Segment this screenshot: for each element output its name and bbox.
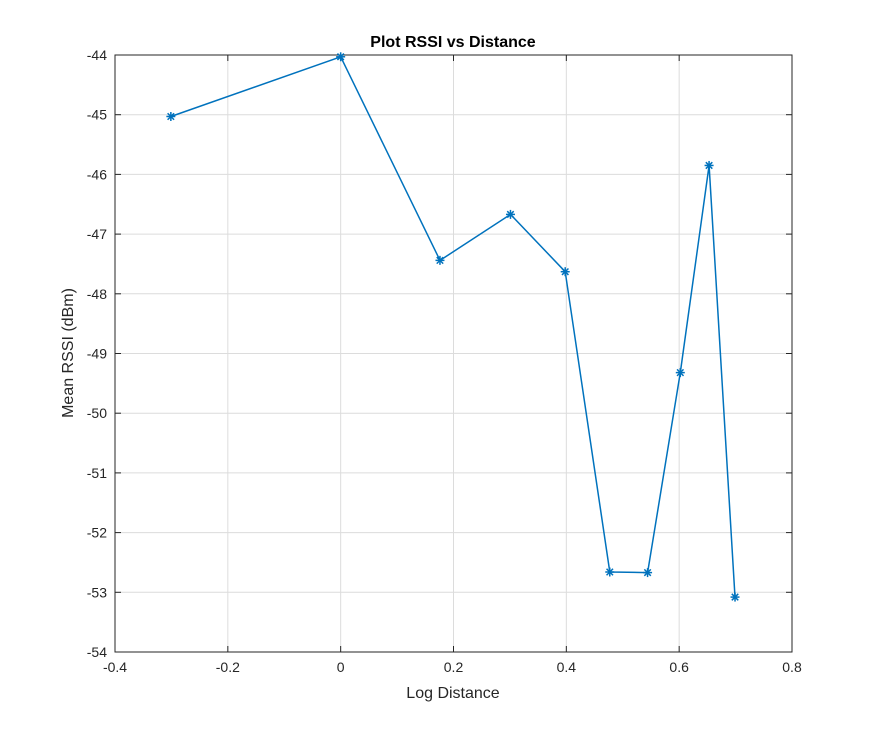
y-tick-label: -48 <box>87 286 107 302</box>
x-tick-label: 0.8 <box>782 659 802 675</box>
data-point-marker <box>435 255 445 265</box>
y-tick-label: -46 <box>87 166 107 182</box>
y-tick-label: -54 <box>87 644 107 660</box>
series-line <box>170 56 736 598</box>
y-tick-label: -53 <box>87 584 107 600</box>
x-axis-label: Log Distance <box>406 685 499 702</box>
y-tick-label: -52 <box>87 525 107 541</box>
y-tick-label: -51 <box>87 465 107 481</box>
y-tick-label: -44 <box>87 47 107 63</box>
data-point-marker <box>560 267 570 277</box>
data-point-marker <box>643 568 653 578</box>
y-tick-label: -47 <box>87 226 107 242</box>
chart-title: Plot RSSI vs Distance <box>370 34 535 51</box>
ticks: -0.4 -0.2 0 0.2 0.4 0.6 0.8 -54 -53 -52 -51 -50 -49 -… <box>87 47 802 675</box>
x-tick-label: -0.2 <box>216 659 240 675</box>
data-point-marker <box>336 52 346 62</box>
data-point-marker <box>505 209 515 219</box>
y-tick-label: -49 <box>87 346 107 362</box>
x-tick-label: 0.4 <box>557 659 577 675</box>
x-tick-label: -0.4 <box>103 659 127 675</box>
data-point-marker <box>605 567 615 577</box>
x-tick-label: 0 <box>337 659 345 675</box>
data-point-marker <box>730 592 740 602</box>
y-tick-label: -45 <box>87 107 107 123</box>
data-point-marker <box>166 111 176 121</box>
x-tick-label: 0.2 <box>444 659 464 675</box>
y-axis-label: Mean RSSI (dBm) <box>60 288 77 418</box>
series-group <box>166 52 740 602</box>
y-tick-label: -50 <box>87 405 107 421</box>
data-point-marker <box>675 368 685 378</box>
x-tick-label: 0.6 <box>669 659 689 675</box>
data-point-marker <box>704 160 714 170</box>
